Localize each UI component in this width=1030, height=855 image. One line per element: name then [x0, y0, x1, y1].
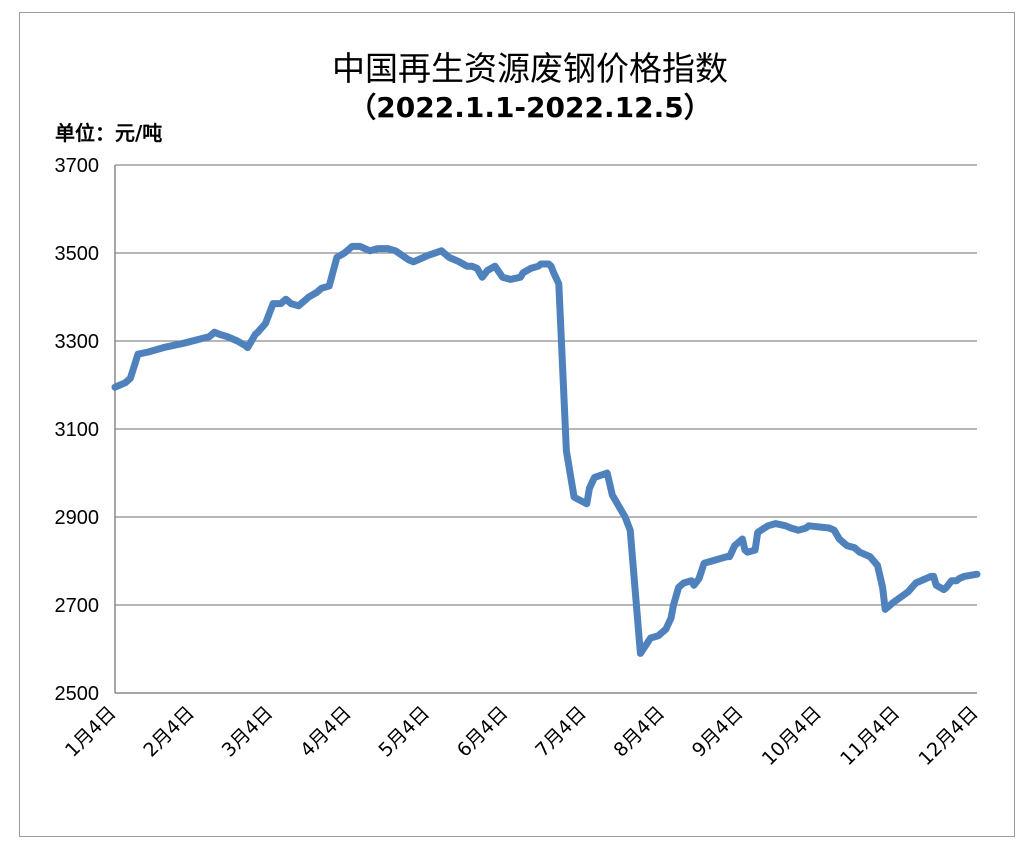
- y-axis-unit-label: 单位：元/吨: [55, 121, 163, 145]
- x-tick-label: 10月4日: [758, 702, 826, 770]
- x-tick-label: 5月4日: [374, 702, 434, 762]
- x-tick-label: 12月4日: [914, 702, 982, 770]
- x-tick-label: 2月4日: [139, 702, 199, 762]
- y-tick-label: 2900: [55, 507, 100, 529]
- x-tick-label: 11月4日: [836, 702, 904, 770]
- x-tick-label: 8月4日: [610, 702, 670, 762]
- y-tick-labels: 2500 2700 2900 3100 3300 3500 3700: [55, 155, 100, 705]
- x-tick-label: 3月4日: [218, 702, 278, 762]
- chart-title: 中国再生资源废钢价格指数: [332, 49, 728, 88]
- chart-frame: [19, 12, 1015, 837]
- x-tick-label: 1月4日: [61, 702, 121, 762]
- x-tick-label: 4月4日: [296, 702, 356, 762]
- y-tick-label: 3500: [55, 243, 100, 265]
- y-tick-label: 2700: [55, 595, 100, 617]
- x-tick-labels: 1月4日 2月4日 3月4日 4月4日 5月4日 6月4日 7月4日 8月4日 9月4日 10月4…: [61, 702, 983, 770]
- y-tick-label: 3700: [55, 155, 100, 177]
- series-line: [111, 242, 981, 657]
- chart-subtitle: （2022.1.1-2022.12.5）: [348, 91, 712, 124]
- x-tick-label: 7月4日: [531, 702, 591, 762]
- y-tick-label: 2500: [55, 683, 100, 705]
- x-tick-label: 6月4日: [453, 702, 513, 762]
- series-group: [111, 242, 981, 657]
- x-tick-label: 9月4日: [688, 702, 748, 762]
- y-tick-label: 3300: [55, 331, 100, 353]
- gridlines: [115, 164, 977, 606]
- y-tick-label: 3100: [55, 419, 100, 441]
